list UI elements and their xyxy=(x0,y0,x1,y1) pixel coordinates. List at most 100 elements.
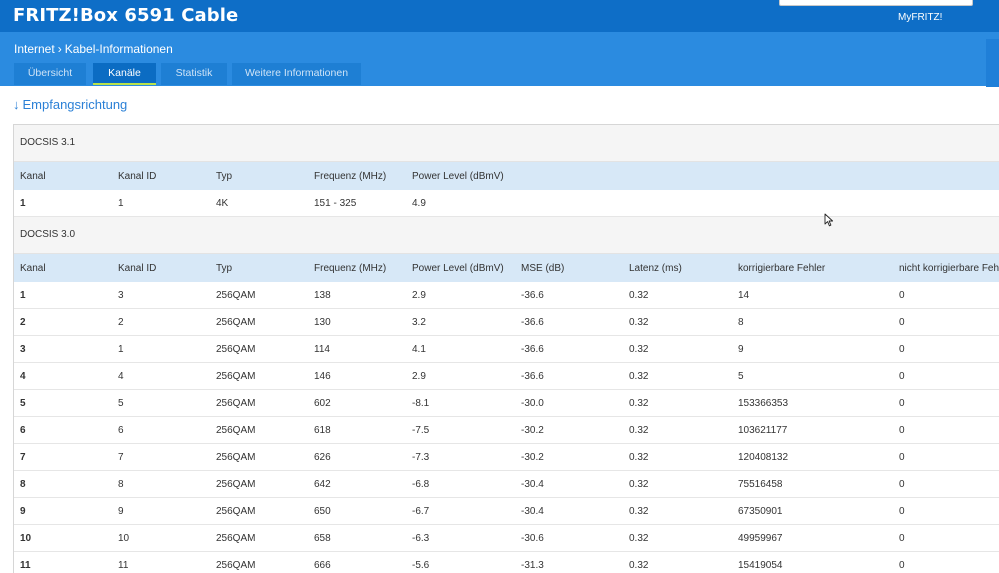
table-row: 9 9 256QAM 650 -6.7 -30.4 0.32 67350901 0 xyxy=(14,498,999,525)
arrow-down-icon: ↓ xyxy=(13,97,20,112)
tab-uebersicht[interactable]: Übersicht xyxy=(14,63,86,85)
scrollbar[interactable] xyxy=(986,39,999,87)
mouse-pointer-icon xyxy=(824,213,834,227)
cell-typ: 4K xyxy=(216,197,229,209)
cell-kanal-id: 7 xyxy=(118,451,124,463)
cell-kanal: 1 xyxy=(20,197,26,209)
cell-korrigierbare-fehler: 49959967 xyxy=(738,532,783,544)
column-header-power-level: Power Level (dBmV) xyxy=(412,170,504,182)
cell-mse: -36.6 xyxy=(521,370,544,382)
cell-typ: 256QAM xyxy=(216,532,256,544)
table-row: 1 1 4K 151 - 325 4.9 xyxy=(14,190,999,217)
cell-kanal-id: 8 xyxy=(118,478,124,490)
cell-frequenz: 138 xyxy=(314,289,331,301)
cell-nicht-korrigierbare-fehler: 0 xyxy=(899,397,905,409)
cell-kanal: 10 xyxy=(20,532,32,544)
cell-nicht-korrigierbare-fehler: 0 xyxy=(899,289,905,301)
cell-power-level: -6.8 xyxy=(412,478,430,490)
cell-kanal-id: 4 xyxy=(118,370,124,382)
cell-mse: -30.4 xyxy=(521,478,544,490)
column-header-mse: MSE (dB) xyxy=(521,262,565,274)
cell-nicht-korrigierbare-fehler: 0 xyxy=(899,370,905,382)
cell-mse: -31.3 xyxy=(521,559,544,571)
myfritz-link[interactable]: MyFRITZ! xyxy=(898,12,943,23)
docsis31-header-row: Kanal Kanal ID Typ Frequenz (MHz) Power Leve… xyxy=(14,162,999,190)
cell-power-level: 2.9 xyxy=(412,370,426,382)
cell-korrigierbare-fehler: 153366353 xyxy=(738,397,789,409)
cell-frequenz: 618 xyxy=(314,424,331,436)
cell-latenz: 0.32 xyxy=(629,316,649,328)
column-header-frequenz: Frequenz (MHz) xyxy=(314,170,387,182)
cell-typ: 256QAM xyxy=(216,505,256,517)
cell-korrigierbare-fehler: 67350901 xyxy=(738,505,783,517)
cell-kanal: 8 xyxy=(20,478,26,490)
cell-kanal-id: 3 xyxy=(118,289,124,301)
cell-kanal-id: 5 xyxy=(118,397,124,409)
column-header-power-level: Power Level (dBmV) xyxy=(412,262,504,274)
cell-korrigierbare-fehler: 5 xyxy=(738,370,744,382)
column-header-korrigierbare-fehler: korrigierbare Fehler xyxy=(738,262,826,274)
breadcrumb-parent[interactable]: Internet xyxy=(14,42,55,56)
sub-header: Internet › Kabel-Informationen Übersicht K… xyxy=(0,32,999,87)
column-header-nicht-korrigierbare-fehler: nicht korrigierbare Fehler xyxy=(899,262,999,274)
cell-mse: -30.6 xyxy=(521,532,544,544)
cell-korrigierbare-fehler: 103621177 xyxy=(738,424,788,436)
breadcrumb: Internet › Kabel-Informationen xyxy=(14,42,173,56)
cell-mse: -30.2 xyxy=(521,451,544,463)
tab-kanaele[interactable]: Kanäle xyxy=(93,63,156,85)
cell-power-level: -6.7 xyxy=(412,505,430,517)
cell-latenz: 0.32 xyxy=(629,478,649,490)
cell-frequenz: 650 xyxy=(314,505,331,517)
table-row: 5 5 256QAM 602 -8.1 -30.0 0.32 153366353 0 xyxy=(14,390,999,417)
cell-kanal: 5 xyxy=(20,397,26,409)
cell-frequenz: 602 xyxy=(314,397,331,409)
cell-typ: 256QAM xyxy=(216,478,256,490)
empfangsrichtung-heading[interactable]: ↓ Empfangsrichtung xyxy=(13,97,127,112)
cell-frequenz: 114 xyxy=(314,343,330,355)
cell-typ: 256QAM xyxy=(216,343,256,355)
docsis30-table: Kanal Kanal ID Typ Frequenz (MHz) Power Leve… xyxy=(14,254,999,573)
cell-kanal-id: 2 xyxy=(118,316,124,328)
cell-latenz: 0.32 xyxy=(629,505,649,517)
table-row: 4 4 256QAM 146 2.9 -36.6 0.32 5 0 xyxy=(14,363,999,390)
cell-mse: -30.2 xyxy=(521,424,544,436)
cell-frequenz: 658 xyxy=(314,532,331,544)
column-header-typ: Typ xyxy=(216,262,233,274)
cell-latenz: 0.32 xyxy=(629,397,649,409)
cell-nicht-korrigierbare-fehler: 0 xyxy=(899,316,905,328)
column-header-kanal-id: Kanal ID xyxy=(118,170,157,182)
top-bar: FRITZ!Box 6591 Cable MyFRITZ! xyxy=(0,0,999,32)
column-header-latenz: Latenz (ms) xyxy=(629,262,682,274)
cell-nicht-korrigierbare-fehler: 0 xyxy=(899,451,905,463)
cell-nicht-korrigierbare-fehler: 0 xyxy=(899,505,905,517)
cell-latenz: 0.32 xyxy=(629,532,649,544)
cell-nicht-korrigierbare-fehler: 0 xyxy=(899,478,905,490)
cell-latenz: 0.32 xyxy=(629,289,649,301)
channel-panel: DOCSIS 3.1 Kanal Kanal ID Typ Frequenz (MHz… xyxy=(13,124,999,573)
docsis31-title: DOCSIS 3.1 xyxy=(14,125,999,162)
cell-frequenz: 666 xyxy=(314,559,331,571)
cell-korrigierbare-fehler: 9 xyxy=(738,343,744,355)
cell-kanal-id: 6 xyxy=(118,424,124,436)
tab-weitere-informationen[interactable]: Weitere Informationen xyxy=(232,63,361,85)
tab-statistik[interactable]: Statistik xyxy=(161,63,227,85)
app-title: FRITZ!Box 6591 Cable xyxy=(13,5,239,26)
cell-typ: 256QAM xyxy=(216,559,256,571)
cell-power-level: -8.1 xyxy=(412,397,430,409)
cell-kanal: 6 xyxy=(20,424,26,436)
table-row: 6 6 256QAM 618 -7.5 -30.2 0.32 103621177 0 xyxy=(14,417,999,444)
breadcrumb-current: Kabel-Informationen xyxy=(64,42,173,56)
cell-kanal-id: 1 xyxy=(118,197,124,209)
docsis30-title: DOCSIS 3.0 xyxy=(14,217,999,254)
cell-mse: -30.0 xyxy=(521,397,544,409)
cell-korrigierbare-fehler: 14 xyxy=(738,289,750,301)
column-header-typ: Typ xyxy=(216,170,233,182)
cell-kanal-id: 10 xyxy=(118,532,130,544)
cell-mse: -36.6 xyxy=(521,343,544,355)
cell-latenz: 0.32 xyxy=(629,451,649,463)
cell-typ: 256QAM xyxy=(216,289,256,301)
table-row: 10 10 256QAM 658 -6.3 -30.6 0.32 49959967 0 xyxy=(14,525,999,552)
cell-kanal: 9 xyxy=(20,505,26,517)
cell-nicht-korrigierbare-fehler: 0 xyxy=(899,343,905,355)
cell-power-level: 3.2 xyxy=(412,316,426,328)
